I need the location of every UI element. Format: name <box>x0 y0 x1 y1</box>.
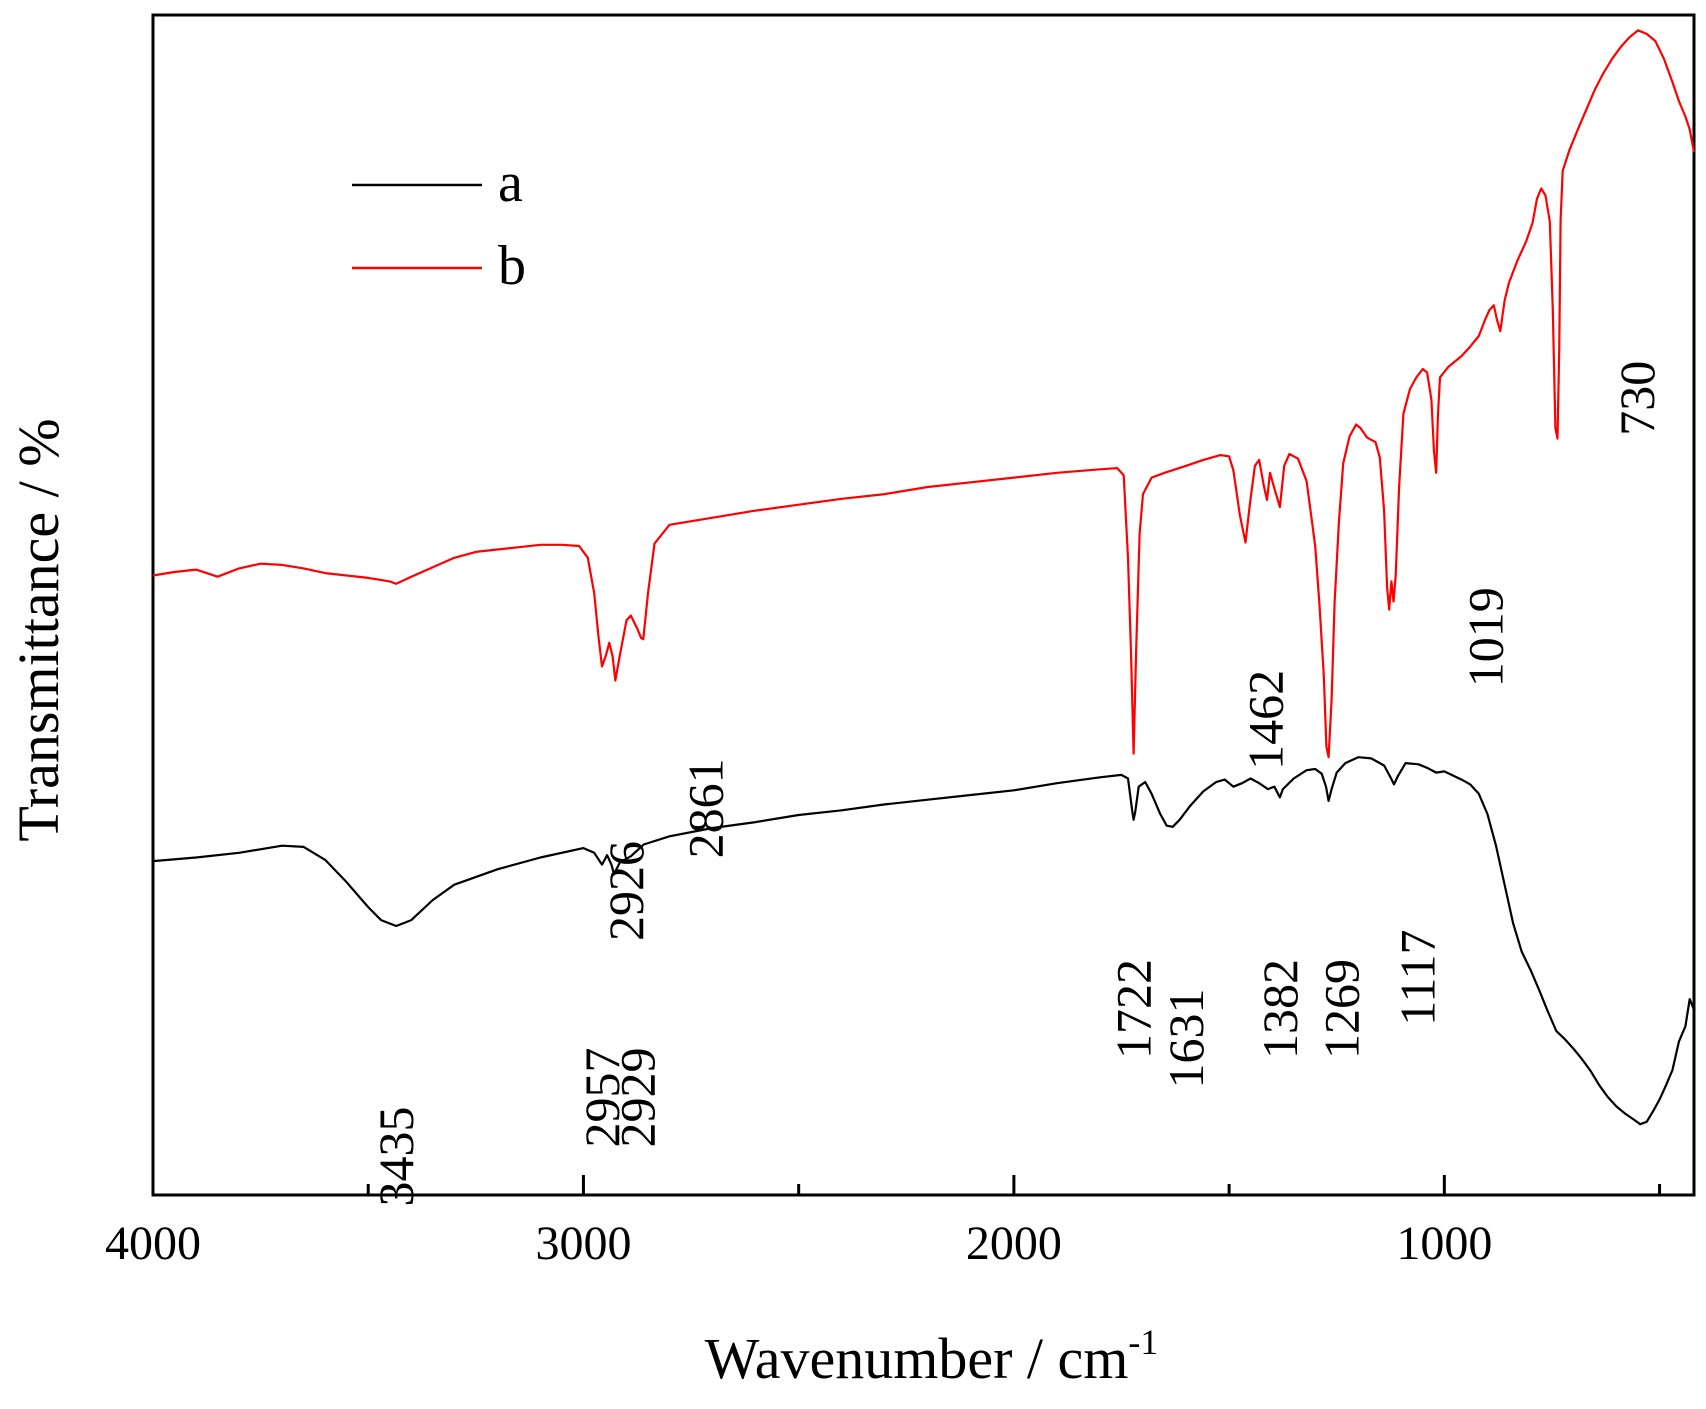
series-line-b <box>152 29 1696 759</box>
peak-label: 1462 <box>1238 670 1294 770</box>
peak-label: 1117 <box>1390 930 1446 1026</box>
x-tick-label: 3000 <box>535 1217 631 1270</box>
peak-label: 1722 <box>1106 959 1162 1059</box>
x-axis-title: Wavenumber / cm-1 <box>705 1322 1159 1391</box>
x-tick-label: 2000 <box>966 1217 1062 1270</box>
peak-label: 2929 <box>609 1048 665 1148</box>
peak-label: 2957 <box>574 1048 630 1148</box>
y-axis-title: Transmittance / % <box>6 418 71 841</box>
x-axis-title-text: Wavenumber / cm <box>705 1326 1129 1391</box>
peak-label: 2861 <box>678 758 734 858</box>
series-layer <box>152 29 1696 1126</box>
peak-label: 1019 <box>1458 587 1514 687</box>
peak-label: 1382 <box>1252 959 1308 1059</box>
x-axis-tick-labels: 4000 3000 2000 1000 <box>105 1217 1492 1270</box>
x-axis-title-superscript: -1 <box>1128 1322 1158 1362</box>
peak-label: 3435 <box>368 1107 424 1207</box>
plot-frame <box>151 13 1696 1197</box>
peak-label: 2926 <box>598 841 654 941</box>
peak-label: 1631 <box>1158 989 1214 1089</box>
x-tick-label: 1000 <box>1396 1217 1492 1270</box>
x-tick-label: 4000 <box>105 1217 201 1270</box>
peak-label: 1269 <box>1313 959 1369 1059</box>
legend-label-a: a <box>498 152 523 214</box>
legend-label-b: b <box>498 235 526 297</box>
x-axis-ticks <box>151 1175 1662 1195</box>
peak-label: 730 <box>1609 361 1665 436</box>
legend: ab <box>352 152 526 297</box>
series-line-a <box>152 756 1696 1126</box>
